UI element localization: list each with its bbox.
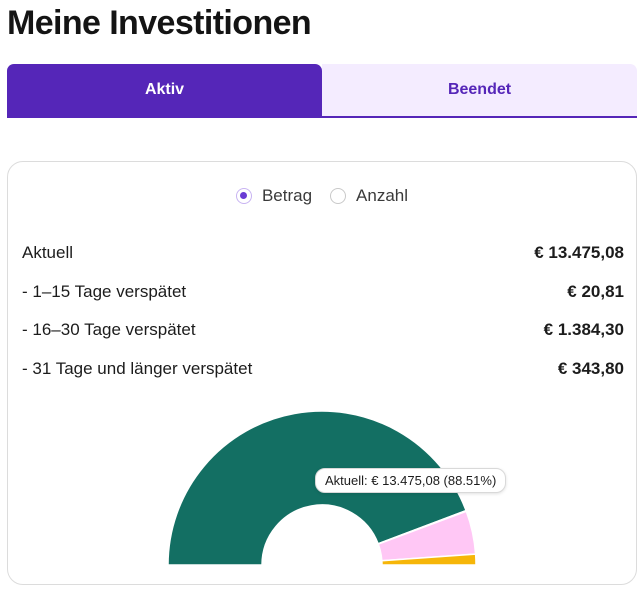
summary-value: € 343,80 xyxy=(557,358,624,378)
summary-label: - 31 Tage und länger verspätet xyxy=(22,358,253,378)
summary-row-1-15: - 1–15 Tage verspätet € 20,81 xyxy=(22,273,624,312)
summary-row-16-30: - 16–30 Tage verspätet € 1.384,30 xyxy=(22,311,624,350)
summary-value: € 13.475,08 xyxy=(534,243,624,263)
tab-aktiv[interactable]: Aktiv xyxy=(7,64,322,116)
tab-beendet[interactable]: Beendet xyxy=(322,64,637,116)
portfolio-card: Betrag Anzahl Aktuell € 13.475,08 - 1–15… xyxy=(7,161,637,585)
page-title: Meine Investitionen xyxy=(7,4,312,42)
summary-label: - 1–15 Tage verspätet xyxy=(22,281,187,301)
donut-slice-4[interactable] xyxy=(381,553,477,566)
summary-label: - 16–30 Tage verspätet xyxy=(22,320,196,340)
chart-tooltip: Aktuell: € 13.475,08 (88.51%) xyxy=(315,468,507,493)
summary-row-aktuell: Aktuell € 13.475,08 xyxy=(22,234,624,273)
radio-checked-icon[interactable] xyxy=(235,188,252,204)
radio-unchecked-icon[interactable] xyxy=(330,188,347,204)
summary-value: € 1.384,30 xyxy=(543,320,624,340)
summary-value: € 20,81 xyxy=(567,281,624,301)
tab-bar: Aktiv Beendet xyxy=(7,64,637,118)
summary-label: Aktuell xyxy=(22,243,74,263)
summary-row-31-plus: - 31 Tage und länger verspätet € 343,80 xyxy=(22,350,624,389)
radio-label-betrag: Betrag xyxy=(261,186,313,205)
radio-option-betrag[interactable]: Betrag xyxy=(235,186,313,206)
semi-donut-chart xyxy=(167,410,477,566)
radio-label-anzahl: Anzahl xyxy=(356,186,409,205)
metric-toggle: Betrag Anzahl xyxy=(8,186,636,206)
radio-option-anzahl[interactable]: Anzahl xyxy=(330,186,408,206)
summary-list: Aktuell € 13.475,08 - 1–15 Tage verspäte… xyxy=(22,234,624,388)
